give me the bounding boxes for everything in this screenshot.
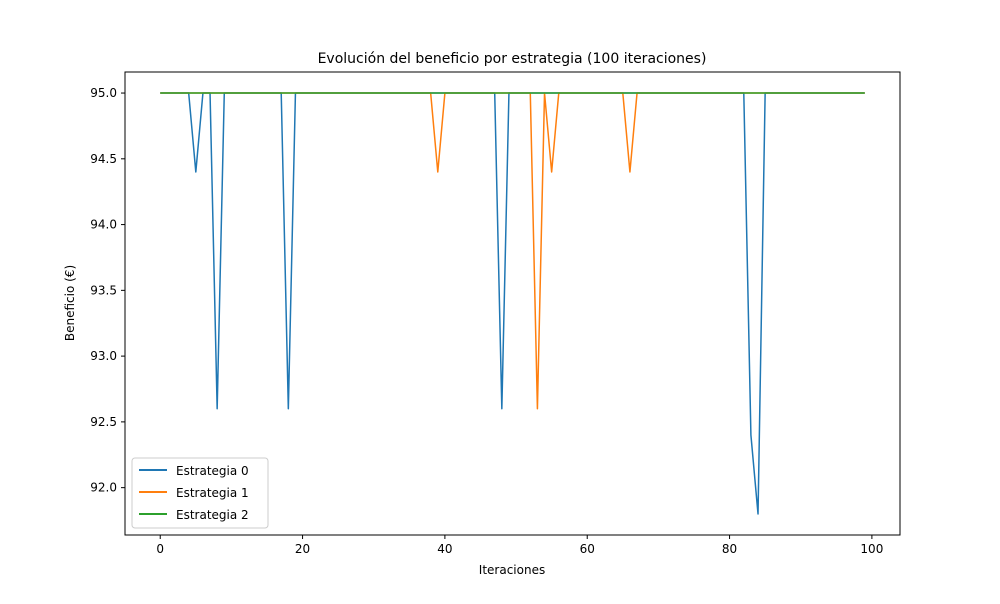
x-tick-label: 80: [722, 542, 737, 556]
legend-label-estrategia-1: Estrategia 1: [176, 486, 249, 500]
y-tick-label: 92.5: [90, 415, 117, 429]
x-tick-label: 20: [295, 542, 310, 556]
chart-title: Evolución del beneficio por estrategia (…: [318, 51, 707, 67]
x-tick-label: 40: [437, 542, 452, 556]
y-axis-ticks: 92.0 92.5 93.0 93.5 94.0 94.5 95.0: [90, 86, 125, 495]
legend: Estrategia 0 Estrategia 1 Estrategia 2: [131, 457, 269, 529]
x-tick-label: 100: [860, 542, 883, 556]
x-axis-ticks: 0 20 40 60 80 100: [156, 535, 883, 556]
y-tick-label: 93.0: [90, 349, 117, 363]
x-tick-label: 60: [580, 542, 595, 556]
plot-frame: [124, 71, 901, 536]
y-tick-label: 93.5: [90, 283, 117, 297]
y-tick-label: 92.0: [90, 481, 117, 495]
x-axis-label: Iteraciones: [479, 563, 545, 577]
y-axis-label: Beneficio (€): [63, 265, 77, 341]
x-tick-label: 0: [156, 542, 164, 556]
y-tick-label: 94.5: [90, 152, 117, 166]
legend-label-estrategia-2: Estrategia 2: [176, 508, 249, 522]
plot-lines: [160, 92, 865, 515]
y-tick-label: 94.0: [90, 218, 117, 232]
legend-box: [131, 457, 269, 529]
legend-label-estrategia-0: Estrategia 0: [176, 464, 249, 478]
y-tick-label: 95.0: [90, 86, 117, 100]
